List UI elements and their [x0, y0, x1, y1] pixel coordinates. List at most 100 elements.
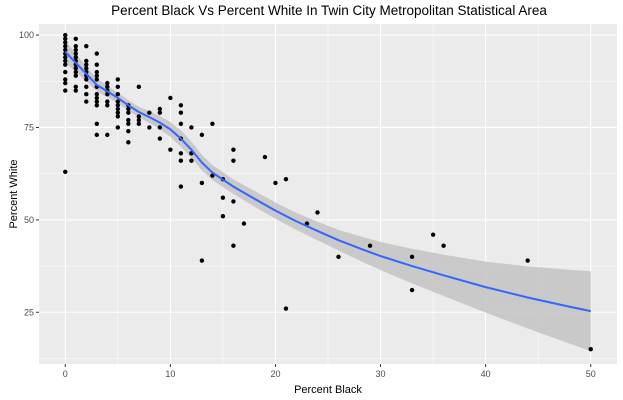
data-point [63, 80, 68, 86]
y-tick-label: 75 [24, 122, 34, 132]
data-point [315, 210, 320, 215]
data-point [105, 84, 110, 90]
data-point [178, 110, 184, 115]
data-point [84, 66, 89, 71]
data-point [178, 121, 184, 126]
y-axis-ticks: 25 50 75 100 [19, 30, 39, 317]
y-tick-label: 100 [19, 30, 34, 40]
data-point [241, 221, 247, 226]
data-point [115, 99, 121, 104]
data-point [63, 169, 68, 175]
x-tick-label: 0 [63, 369, 68, 379]
data-point [84, 92, 89, 97]
data-point [63, 47, 68, 53]
data-point [157, 136, 163, 141]
data-point [283, 177, 289, 182]
data-point [178, 151, 184, 156]
smooth-trend-line [64, 51, 591, 313]
data-point [367, 243, 373, 248]
data-point [126, 117, 131, 123]
confidence-band [65, 40, 591, 352]
data-point [283, 306, 289, 311]
data-point [94, 69, 100, 75]
data-point [210, 121, 215, 126]
data-point [199, 132, 205, 138]
data-point [136, 121, 142, 126]
data-point [178, 103, 184, 108]
data-point [94, 51, 100, 56]
data-point [84, 62, 89, 67]
chart-title: Percent Black Vs Percent White In Twin C… [111, 3, 547, 18]
data-point [231, 147, 236, 152]
data-point [63, 55, 68, 60]
y-tick-label: 50 [24, 215, 34, 225]
x-axis-label: Percent Black [294, 384, 362, 396]
data-point [105, 99, 110, 104]
data-point [168, 147, 173, 152]
data-point [73, 84, 78, 90]
data-point [157, 106, 163, 112]
data-point [136, 84, 142, 90]
data-point [115, 103, 121, 108]
data-point [157, 110, 163, 115]
y-tick-label: 25 [24, 307, 34, 317]
data-point [63, 36, 68, 41]
x-tick-label: 40 [481, 369, 491, 379]
data-point [105, 132, 110, 138]
data-point [73, 69, 78, 75]
data-point [220, 213, 226, 219]
data-point [126, 140, 131, 145]
data-point [126, 106, 131, 112]
data-point [136, 117, 142, 123]
data-point [168, 95, 173, 101]
data-point [73, 43, 78, 49]
data-point [115, 110, 121, 115]
data-point [94, 95, 100, 101]
data-point [73, 47, 78, 53]
data-point [220, 195, 226, 200]
data-point [115, 77, 121, 82]
data-point [63, 77, 68, 82]
data-point [136, 114, 142, 119]
data-point [73, 73, 78, 78]
x-tick-label: 10 [165, 369, 175, 379]
data-point [115, 92, 121, 97]
data-point [105, 80, 110, 86]
data-point [94, 62, 100, 67]
data-point [63, 32, 68, 38]
data-point [94, 92, 100, 97]
data-point [115, 106, 121, 112]
data-point [178, 184, 184, 189]
data-point [189, 125, 194, 130]
data-point [147, 125, 152, 130]
data-point [273, 180, 278, 186]
data-point [430, 232, 436, 237]
data-point [115, 125, 121, 130]
data-point [84, 58, 89, 64]
data-point [262, 154, 268, 160]
data-point [199, 180, 205, 186]
data-point [94, 132, 100, 138]
data-point [409, 254, 415, 260]
data-point [94, 77, 100, 82]
data-point [157, 125, 163, 130]
x-tick-label: 30 [376, 369, 386, 379]
x-tick-label: 50 [586, 369, 596, 379]
x-tick-label: 20 [270, 369, 280, 379]
data-point [525, 258, 530, 263]
x-axis-ticks: 0 10 20 30 40 50 [63, 364, 596, 379]
data-point [73, 88, 78, 93]
data-point [63, 88, 68, 93]
major-gridlines [39, 24, 617, 364]
data-point [231, 199, 236, 204]
data-point [441, 243, 446, 248]
data-point [73, 51, 78, 56]
data-point [147, 110, 152, 115]
data-point [178, 158, 184, 163]
data-point [126, 110, 131, 115]
data-point [63, 69, 68, 75]
data-point [409, 287, 415, 293]
data-point [126, 128, 131, 134]
data-point [231, 158, 236, 163]
